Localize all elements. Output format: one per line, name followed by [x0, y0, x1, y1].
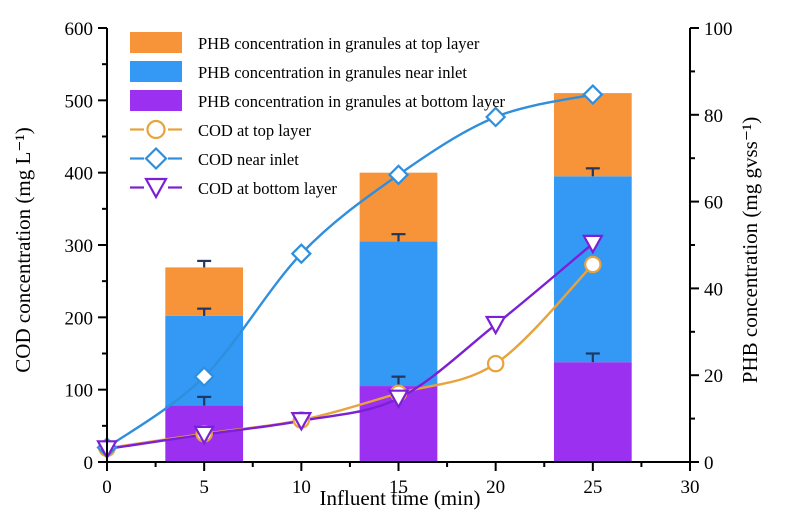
axes-group: [98, 27, 699, 471]
y-axis-right-tick-label: 40: [704, 279, 723, 300]
x-axis-tick-label: 10: [292, 477, 311, 498]
legend-label: PHB concentration in granules at top lay…: [198, 34, 480, 53]
chart-legend: PHB concentration in granules at top lay…: [130, 32, 506, 200]
x-axis-tick-label: 25: [583, 477, 602, 498]
bar-segment: [165, 315, 244, 406]
y-axis-right-tick-label: 100: [704, 19, 733, 40]
x-axis-tick-label: 30: [681, 477, 700, 498]
legend-label: PHB concentration in granules near inlet: [198, 63, 467, 82]
y-axis-left-tick-label: 200: [65, 308, 94, 329]
x-axis-tick-label: 20: [486, 477, 505, 498]
y-axis-right-tick-label: 60: [704, 193, 723, 214]
y-axis-left-tick-label: 400: [65, 164, 94, 185]
y-axis-left-tick-label: 300: [65, 236, 94, 257]
marker-triangle-down: [387, 389, 410, 410]
marker-circle: [146, 119, 166, 140]
y-axis-left-tick-label: 100: [65, 381, 94, 402]
marker-triangle-down: [581, 234, 604, 255]
marker-diamond: [582, 83, 604, 106]
y-axis-left-tick-label: 600: [65, 19, 94, 40]
marker-diamond: [290, 243, 312, 265]
marker-diamond: [387, 164, 410, 186]
y-axis-left-tick-label: 0: [84, 453, 94, 474]
bar-series-group: [165, 93, 632, 462]
x-axis-tick-label: 0: [102, 477, 112, 498]
error-bars-group: [197, 167, 600, 406]
legend-label: COD near inlet: [198, 150, 299, 169]
bar-segment: [553, 93, 632, 177]
x-axis-tick-label: 15: [389, 477, 408, 498]
marker-triangle-down: [290, 412, 313, 432]
legend-label: COD at bottom layer: [198, 179, 337, 198]
y-axis-right-title: PHB concentration (mg gvss⁻¹): [738, 117, 762, 383]
y-axis-right-tick-label: 0: [704, 453, 714, 474]
y-axis-right-tick-label: 80: [704, 106, 723, 127]
x-axis-tick-label: 5: [199, 477, 209, 498]
y-axis-left-tick-label: 500: [65, 91, 94, 112]
legend-swatch: [130, 90, 182, 111]
marker-triangle-down: [144, 177, 168, 200]
tick-labels-group: 0 100 200 300 400 500 600 0 20 40 60 80 100 0 5 10 15 20 2…: [65, 19, 733, 498]
marker-circle: [584, 255, 602, 274]
marker-diamond: [144, 146, 168, 171]
y-axis-left-title: COD concentration (mg L⁻¹): [11, 127, 35, 372]
bar-segment: [553, 362, 632, 462]
marker-diamond: [193, 366, 215, 388]
x-axis-title: Influent time (min): [320, 486, 481, 510]
marker-circle: [486, 354, 505, 373]
bar-segment: [359, 241, 438, 387]
marker-triangle-down: [193, 425, 216, 446]
marker-diamond: [485, 106, 507, 128]
marker-triangle-down: [484, 315, 507, 336]
legend-swatch: [130, 32, 182, 53]
legend-label: PHB concentration in granules at bottom …: [198, 92, 506, 111]
y-axis-right-tick-label: 20: [704, 366, 723, 387]
line-markers-group: [96, 83, 604, 460]
legend-label: COD at top layer: [198, 121, 312, 140]
legend-swatch: [130, 61, 182, 82]
